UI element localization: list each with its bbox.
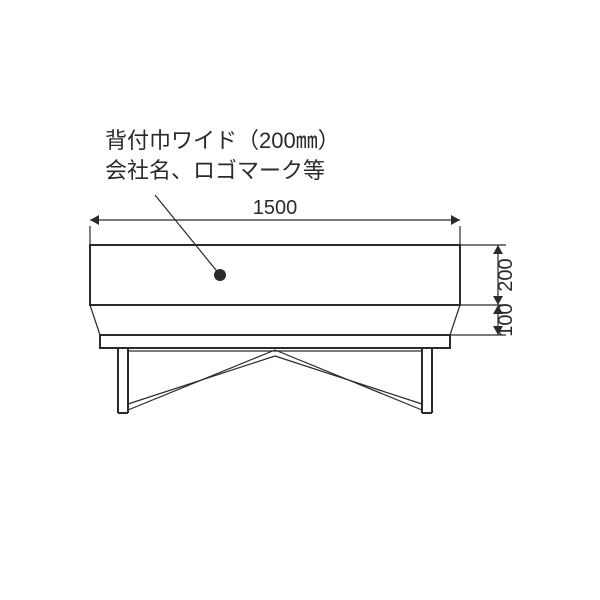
- bench-technical-drawing: 1500 200 100 背付巾ワイド（200㎜） 会社名、ロゴマーク等: [0, 0, 600, 600]
- dim-width: 1500: [253, 197, 298, 219]
- callout-line2: 会社名、ロゴマーク等: [105, 158, 325, 183]
- callout-leader: [155, 195, 220, 275]
- dim-backrest-height: 200: [495, 258, 517, 291]
- callout-line1: 背付巾ワイド（200㎜）: [105, 128, 340, 153]
- dim-gap: 100: [495, 303, 517, 336]
